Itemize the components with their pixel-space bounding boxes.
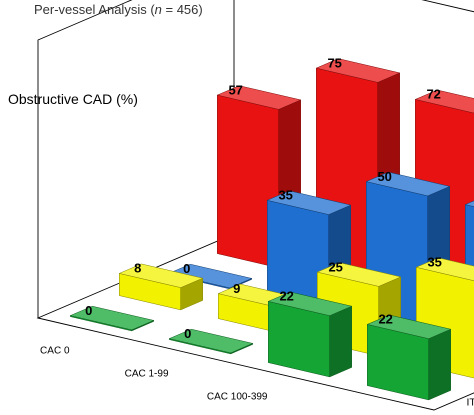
- value-label: 35: [278, 188, 292, 203]
- x-tick-label: CAC 0: [40, 346, 70, 357]
- bar-top-face: [316, 262, 402, 287]
- bar: [267, 291, 353, 378]
- bar: [366, 314, 452, 401]
- x-tick-label: CAC 100-399: [207, 392, 268, 403]
- bar: [118, 263, 204, 311]
- bar-top-face: [118, 263, 204, 288]
- bar-top-face: [366, 314, 452, 339]
- value-label: 0: [85, 303, 92, 318]
- bar-top-face: [167, 263, 253, 289]
- bar-top-face: [69, 305, 155, 331]
- value-label: 0: [184, 326, 191, 341]
- chart-title: Per-vessel Analysis (n = 456): [34, 2, 203, 17]
- floor-plane: [36, 233, 474, 411]
- bar-top-face: [315, 58, 401, 83]
- bar-top-face: [216, 85, 302, 110]
- bar-group: [69, 58, 474, 401]
- value-label: 22: [378, 312, 392, 327]
- value-label: 22: [279, 289, 293, 304]
- bar-top-face: [267, 291, 353, 316]
- value-label: 25: [328, 259, 342, 274]
- bar-top-face: [168, 328, 254, 354]
- x-tick-label: CAC 1-99: [125, 369, 169, 380]
- bar-side-face: [329, 305, 352, 378]
- value-label: 8: [134, 261, 141, 276]
- bar-top-face: [414, 89, 474, 114]
- y-axis-label: Obstructive CAD (%): [8, 91, 138, 107]
- bar-side-face: [428, 328, 451, 401]
- bar-top-face: [365, 171, 451, 197]
- bar-top-face: [464, 200, 474, 207]
- bar-top-face: [415, 257, 474, 281]
- value-label: 57: [228, 82, 242, 97]
- value-label: 50: [377, 169, 391, 184]
- value-label: 9: [233, 281, 240, 296]
- bar: [69, 305, 155, 332]
- value-label-group: 577572920355050892535002222: [85, 55, 442, 341]
- value-label: 35: [427, 255, 441, 270]
- value-label: 0: [183, 261, 190, 276]
- side-wall: [37, 0, 133, 318]
- bar: [168, 328, 254, 355]
- depth-tick-label: ITPD 0: [467, 397, 474, 409]
- value-label: 75: [327, 55, 341, 70]
- bar-top-face: [266, 190, 352, 215]
- value-label: 72: [426, 87, 440, 102]
